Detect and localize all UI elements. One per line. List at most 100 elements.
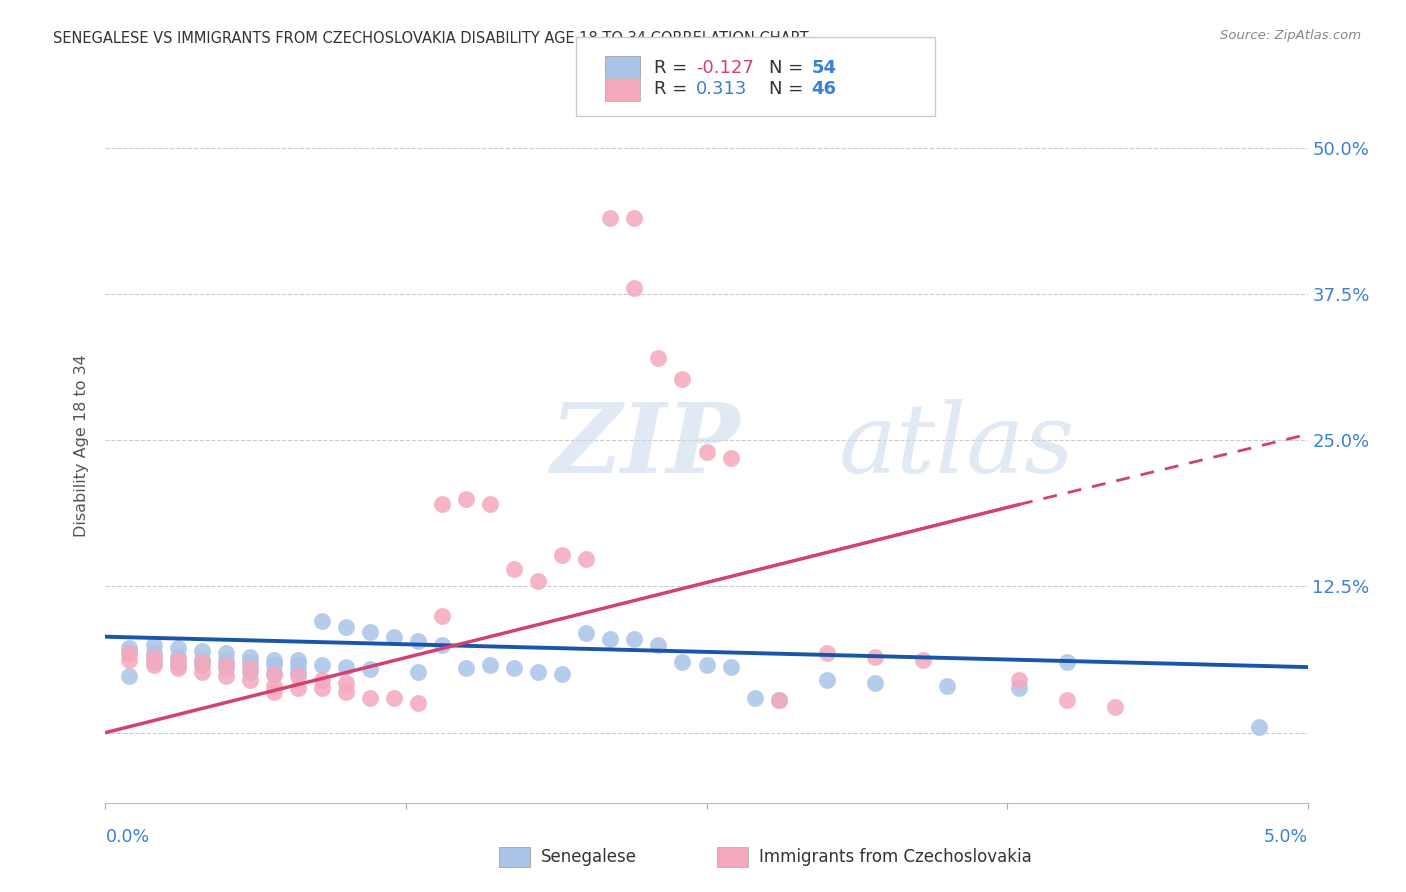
- Point: [166, 653, 188, 667]
- Text: Immigrants from Czechoslovakia: Immigrants from Czechoslovakia: [759, 848, 1032, 866]
- Point: [936, 679, 959, 693]
- Point: [239, 665, 262, 679]
- Text: ZIP: ZIP: [550, 399, 740, 493]
- Text: SENEGALESE VS IMMIGRANTS FROM CZECHOSLOVAKIA DISABILITY AGE 18 TO 34 CORRELATION: SENEGALESE VS IMMIGRANTS FROM CZECHOSLOV…: [53, 31, 808, 46]
- Point: [527, 665, 550, 679]
- Point: [1008, 673, 1031, 687]
- Point: [214, 653, 236, 667]
- Text: R =: R =: [654, 59, 693, 77]
- Point: [166, 661, 188, 675]
- Point: [527, 574, 550, 588]
- Point: [863, 676, 886, 690]
- Point: [671, 372, 693, 386]
- Point: [359, 662, 381, 676]
- Text: -0.127: -0.127: [696, 59, 754, 77]
- Text: N =: N =: [769, 59, 808, 77]
- Point: [287, 657, 309, 672]
- Point: [623, 211, 645, 225]
- Point: [696, 657, 718, 672]
- Text: Source: ZipAtlas.com: Source: ZipAtlas.com: [1220, 29, 1361, 42]
- Point: [118, 669, 141, 683]
- Point: [454, 661, 477, 675]
- Point: [335, 684, 357, 698]
- Point: [911, 653, 934, 667]
- Point: [190, 665, 212, 679]
- Point: [311, 673, 333, 687]
- Point: [142, 649, 165, 664]
- Point: [239, 656, 262, 670]
- Point: [720, 660, 742, 674]
- Point: [406, 634, 429, 648]
- Text: 54: 54: [811, 59, 837, 77]
- Point: [142, 646, 165, 660]
- Point: [142, 656, 165, 670]
- Point: [382, 630, 405, 644]
- Point: [263, 667, 285, 681]
- Point: [406, 697, 429, 711]
- Point: [863, 649, 886, 664]
- Text: 0.0%: 0.0%: [105, 828, 149, 846]
- Text: R =: R =: [654, 80, 699, 98]
- Point: [359, 690, 381, 705]
- Point: [647, 351, 669, 366]
- Point: [263, 653, 285, 667]
- Point: [575, 552, 598, 566]
- Point: [335, 676, 357, 690]
- Point: [190, 656, 212, 670]
- Point: [263, 679, 285, 693]
- Point: [311, 657, 333, 672]
- Point: [335, 620, 357, 634]
- Point: [382, 690, 405, 705]
- Point: [430, 498, 453, 512]
- Text: Senegalese: Senegalese: [541, 848, 637, 866]
- Point: [190, 644, 212, 658]
- Point: [287, 653, 309, 667]
- Point: [263, 667, 285, 681]
- Point: [142, 638, 165, 652]
- Point: [118, 653, 141, 667]
- Text: 0.313: 0.313: [696, 80, 748, 98]
- Point: [287, 669, 309, 683]
- Point: [214, 669, 236, 683]
- Point: [214, 657, 236, 672]
- Point: [551, 667, 574, 681]
- Point: [479, 498, 502, 512]
- Point: [239, 661, 262, 675]
- Text: N =: N =: [769, 80, 808, 98]
- Point: [430, 608, 453, 623]
- Point: [720, 450, 742, 465]
- Point: [599, 211, 621, 225]
- Point: [166, 641, 188, 656]
- Point: [190, 657, 212, 672]
- Point: [551, 548, 574, 562]
- Point: [575, 626, 598, 640]
- Point: [118, 646, 141, 660]
- Point: [166, 649, 188, 664]
- Point: [359, 625, 381, 640]
- Point: [263, 657, 285, 672]
- Point: [311, 681, 333, 695]
- Point: [479, 657, 502, 672]
- Point: [1104, 699, 1126, 714]
- Point: [768, 693, 790, 707]
- Point: [166, 657, 188, 672]
- Point: [311, 615, 333, 629]
- Point: [142, 657, 165, 672]
- Point: [118, 646, 141, 660]
- Text: 46: 46: [811, 80, 837, 98]
- Point: [1056, 693, 1078, 707]
- Point: [239, 673, 262, 687]
- Point: [623, 281, 645, 295]
- Point: [647, 638, 669, 652]
- Point: [815, 646, 838, 660]
- Point: [671, 656, 693, 670]
- Point: [768, 693, 790, 707]
- Point: [1008, 681, 1031, 695]
- Point: [503, 661, 526, 675]
- Point: [599, 632, 621, 646]
- Point: [623, 632, 645, 646]
- Point: [815, 673, 838, 687]
- Point: [287, 681, 309, 695]
- Point: [1056, 656, 1078, 670]
- Point: [214, 646, 236, 660]
